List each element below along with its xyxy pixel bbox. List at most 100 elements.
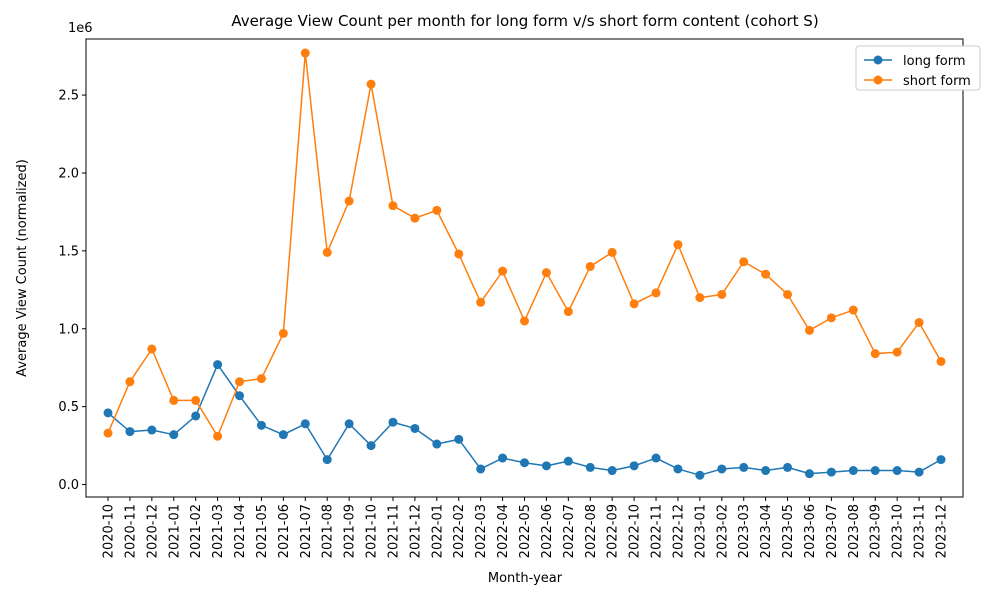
data-point bbox=[914, 318, 924, 328]
legend-marker-short-form bbox=[873, 75, 883, 85]
x-tick-label: 2023-07 bbox=[825, 504, 840, 558]
data-point bbox=[892, 466, 902, 476]
x-tick-label: 2021-09 bbox=[343, 504, 358, 558]
y-tick-label: 2.5 bbox=[58, 89, 79, 104]
x-tick-label: 2022-08 bbox=[584, 504, 599, 558]
series-short-form bbox=[103, 48, 946, 441]
x-tick-label: 2021-04 bbox=[233, 504, 248, 558]
x-tick-label: 2023-04 bbox=[759, 504, 774, 558]
legend: long form short form bbox=[855, 45, 981, 91]
data-point bbox=[235, 391, 245, 401]
legend-frame bbox=[855, 45, 981, 91]
data-point bbox=[278, 328, 288, 338]
y-offset-label: 1e6 bbox=[68, 21, 93, 36]
data-point bbox=[278, 430, 288, 440]
data-point bbox=[695, 293, 705, 303]
data-point bbox=[344, 419, 354, 429]
x-tick-label: 2022-06 bbox=[540, 504, 555, 558]
data-point bbox=[300, 419, 310, 429]
data-point bbox=[717, 464, 727, 474]
data-point bbox=[432, 439, 442, 449]
data-point bbox=[585, 261, 595, 271]
x-tick-label: 2023-10 bbox=[891, 504, 906, 558]
x-axis-title: Month-year bbox=[488, 571, 563, 586]
legend-marker-long-form bbox=[873, 55, 883, 65]
data-point bbox=[103, 408, 113, 418]
data-point bbox=[673, 464, 683, 474]
y-axis-title: Average View Count (normalized) bbox=[15, 159, 30, 377]
data-point bbox=[870, 466, 880, 476]
data-point bbox=[739, 462, 749, 472]
data-point bbox=[826, 467, 836, 477]
data-point bbox=[607, 247, 617, 257]
plot-area bbox=[85, 38, 964, 498]
x-tick-label: 2021-10 bbox=[365, 504, 380, 558]
data-point bbox=[563, 307, 573, 317]
data-point bbox=[848, 305, 858, 315]
x-tick-label: 2022-09 bbox=[606, 504, 621, 558]
data-point bbox=[191, 411, 201, 421]
data-point bbox=[125, 427, 135, 437]
legend-label-short-form: short form bbox=[903, 74, 971, 89]
data-point bbox=[629, 299, 639, 309]
data-point bbox=[498, 266, 508, 276]
data-point bbox=[498, 453, 508, 463]
data-point bbox=[585, 462, 595, 472]
data-point bbox=[563, 456, 573, 466]
data-point bbox=[783, 462, 793, 472]
legend-label-long-form: long form bbox=[903, 54, 966, 69]
x-tick-label: 2023-08 bbox=[847, 504, 862, 558]
x-tick-label: 2022-02 bbox=[452, 504, 467, 558]
data-point bbox=[695, 470, 705, 480]
x-tick-label: 2021-12 bbox=[408, 504, 423, 558]
x-tick-label: 2021-05 bbox=[255, 504, 270, 558]
x-tick-label: 2022-10 bbox=[628, 504, 643, 558]
x-tick-label: 2021-03 bbox=[211, 504, 226, 558]
data-point bbox=[739, 257, 749, 267]
data-point bbox=[520, 316, 529, 326]
data-point bbox=[366, 79, 376, 89]
data-point bbox=[848, 466, 858, 476]
x-tick-label: 2020-12 bbox=[145, 504, 160, 558]
x-tick-label: 2021-01 bbox=[167, 504, 182, 558]
x-tick-label: 2022-01 bbox=[430, 504, 445, 558]
data-point bbox=[388, 417, 398, 427]
x-tick-label: 2022-05 bbox=[518, 504, 533, 558]
chart-title: Average View Count per month for long fo… bbox=[231, 12, 818, 30]
data-point bbox=[125, 377, 135, 387]
data-point bbox=[476, 464, 486, 474]
x-tick-label: 2021-06 bbox=[277, 504, 292, 558]
x-tick-label: 2022-03 bbox=[474, 504, 489, 558]
data-point bbox=[607, 466, 617, 476]
x-tick-label: 2022-12 bbox=[671, 504, 686, 558]
data-point bbox=[454, 434, 464, 444]
data-point bbox=[169, 430, 179, 440]
data-point bbox=[936, 356, 946, 366]
series-layer bbox=[103, 48, 946, 480]
data-point bbox=[936, 455, 946, 465]
x-tick-label: 2023-11 bbox=[913, 504, 928, 558]
data-point bbox=[804, 325, 814, 335]
data-point bbox=[783, 289, 793, 299]
data-point bbox=[454, 249, 464, 259]
data-point bbox=[892, 347, 902, 357]
data-point bbox=[432, 205, 442, 215]
x-tick-label: 2023-05 bbox=[781, 504, 796, 558]
data-point bbox=[147, 344, 157, 354]
x-tick-label: 2022-07 bbox=[562, 504, 577, 558]
x-tick-label: 2023-12 bbox=[935, 504, 950, 558]
data-point bbox=[651, 288, 661, 298]
data-point bbox=[344, 196, 354, 206]
series-line bbox=[107, 52, 942, 437]
data-point bbox=[541, 461, 551, 471]
data-point bbox=[673, 240, 683, 250]
data-point bbox=[213, 360, 223, 370]
data-point bbox=[761, 269, 771, 279]
x-tick-label: 2023-09 bbox=[869, 504, 884, 558]
data-point bbox=[476, 297, 486, 307]
data-point bbox=[410, 213, 420, 223]
data-point bbox=[717, 289, 727, 299]
x-tick-label: 2021-02 bbox=[189, 504, 204, 558]
data-point bbox=[103, 428, 113, 438]
